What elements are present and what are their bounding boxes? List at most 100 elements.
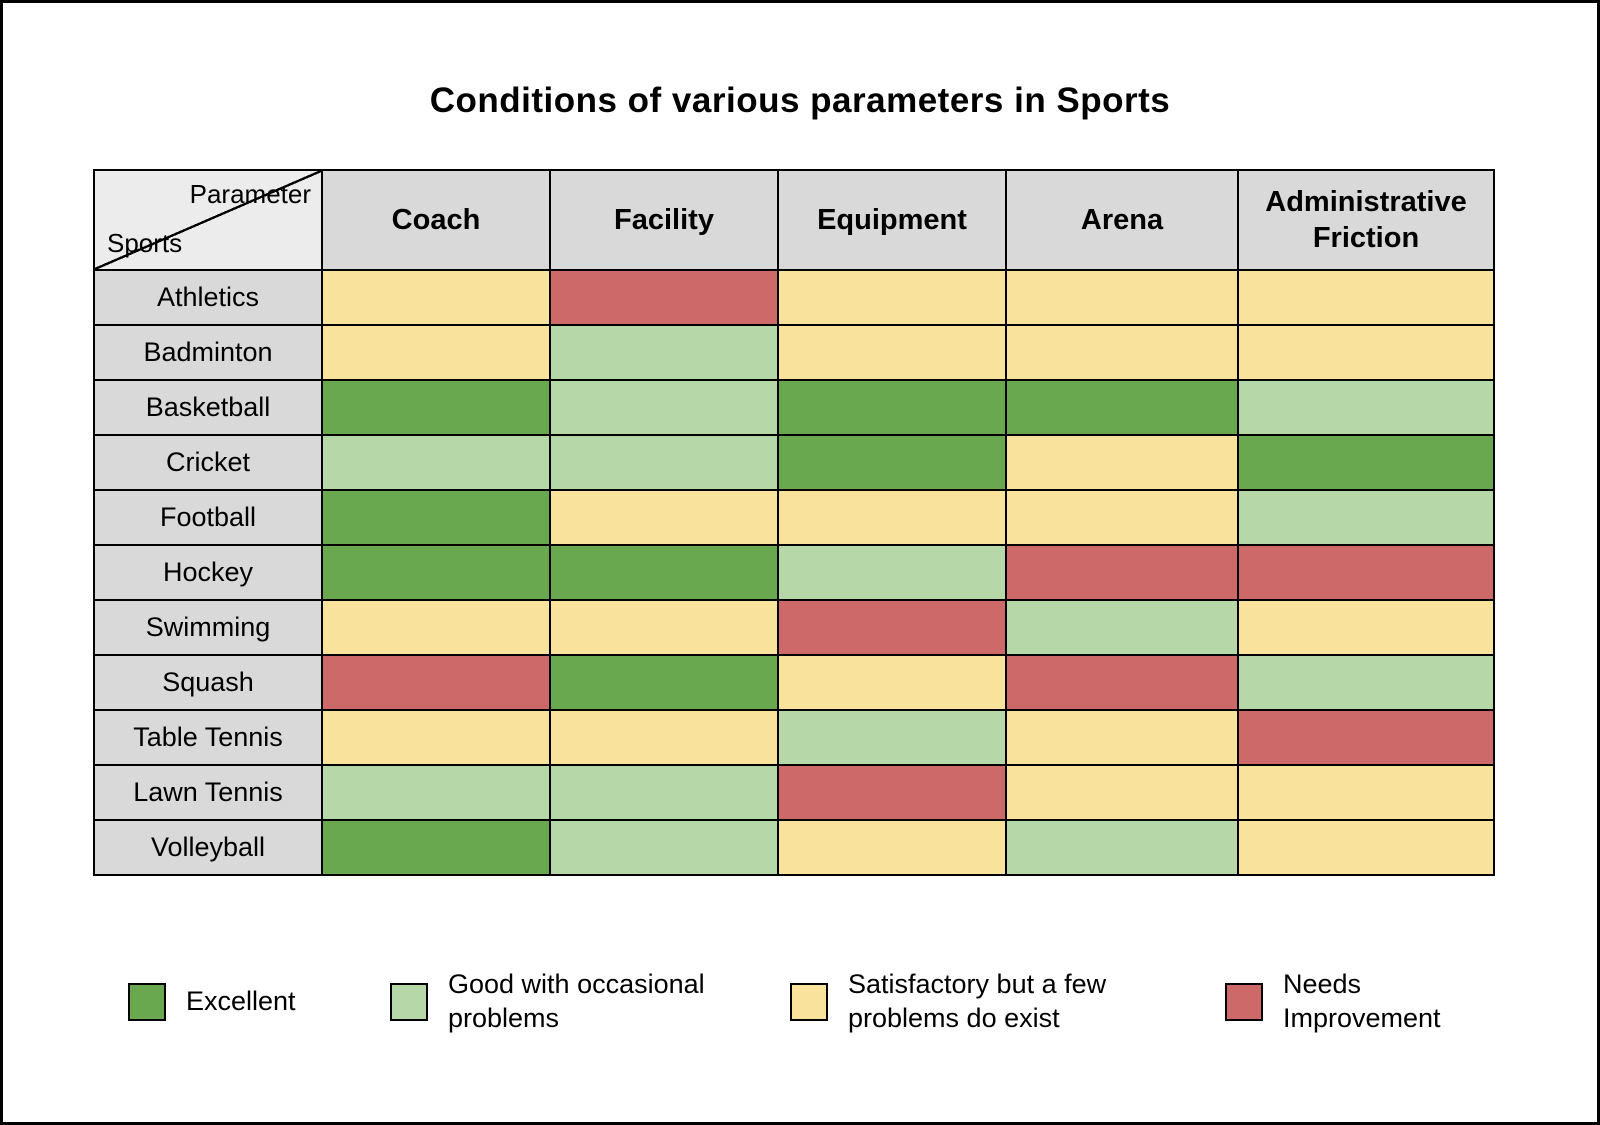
heatmap-cell	[777, 379, 1007, 436]
heatmap-cell	[321, 379, 551, 436]
heatmap-cell	[1005, 324, 1239, 381]
heatmap-cell	[549, 764, 779, 821]
heatmap-cell	[1005, 489, 1239, 546]
heatmap-cell	[1005, 544, 1239, 601]
legend-label: Needs Improvement	[1283, 969, 1441, 1033]
table-header: Parameter Sports Coach Facility Equipment Are…	[93, 169, 1495, 271]
legend-swatch	[790, 982, 828, 1021]
heatmap-cell	[549, 269, 779, 326]
heatmap-cell	[1237, 544, 1495, 601]
sports-axis-label: Sports	[107, 228, 183, 258]
heatmap-cell	[1005, 654, 1239, 711]
heatmap-cell	[321, 819, 551, 876]
heatmap-cell	[321, 269, 551, 326]
heatmap-cell	[1005, 269, 1239, 326]
heatmap-cell	[321, 324, 551, 381]
row-header: Hockey	[93, 544, 323, 601]
heatmap-cell	[777, 764, 1007, 821]
legend: Excellent Good with occasional problems Sa…	[128, 968, 1597, 1036]
heatmap-cell	[321, 489, 551, 546]
heatmap-cell	[777, 709, 1007, 766]
table-row: Lawn Tennis	[93, 764, 1495, 821]
heatmap-table: Parameter Sports Coach Facility Equipment Are…	[93, 169, 1495, 876]
row-header: Swimming	[93, 599, 323, 656]
heatmap-cell	[549, 434, 779, 491]
heatmap-cell	[777, 269, 1007, 326]
heatmap-cell	[549, 324, 779, 381]
row-header: Cricket	[93, 434, 323, 491]
heatmap-cell	[321, 434, 551, 491]
column-header: Coach	[321, 169, 551, 271]
chart-title: Conditions of various parameters in Spor…	[429, 81, 1171, 120]
row-header: Basketball	[93, 379, 323, 436]
table-row: Hockey	[93, 544, 1495, 601]
heatmap-cell	[777, 544, 1007, 601]
heatmap-cell	[777, 324, 1007, 381]
heatmap-cell	[1237, 269, 1495, 326]
legend-item: Good with occasional problems	[390, 968, 790, 1036]
column-header: Administrative Friction	[1237, 169, 1495, 271]
heatmap-cell	[321, 599, 551, 656]
heatmap-cell	[1237, 709, 1495, 766]
heatmap-cell	[1237, 819, 1495, 876]
heatmap-cell	[777, 599, 1007, 656]
corner-cell: Parameter Sports	[93, 169, 323, 271]
heatmap-cell	[1005, 379, 1239, 436]
heatmap-cell	[1237, 764, 1495, 821]
heatmap-cell	[1005, 819, 1239, 876]
row-header: Badminton	[93, 324, 323, 381]
table-row: Cricket	[93, 434, 1495, 491]
column-header: Equipment	[777, 169, 1007, 271]
legend-label: Excellent	[186, 985, 296, 1016]
legend-label: Good with occasional problems	[448, 969, 705, 1033]
heatmap-cell	[1005, 599, 1239, 656]
heatmap-cell	[549, 654, 779, 711]
heatmap-cell	[1237, 379, 1495, 436]
heatmap-cell	[777, 819, 1007, 876]
legend-item: Excellent	[128, 982, 390, 1021]
heatmap-cell	[777, 489, 1007, 546]
column-header: Facility	[549, 169, 779, 271]
heatmap-cell	[321, 709, 551, 766]
heatmap-cell	[549, 599, 779, 656]
heatmap-cell	[1237, 599, 1495, 656]
row-header: Lawn Tennis	[93, 764, 323, 821]
row-header: Table Tennis	[93, 709, 323, 766]
table-row: Squash	[93, 654, 1495, 711]
heatmap-cell	[321, 544, 551, 601]
column-header: Arena	[1005, 169, 1239, 271]
legend-label: Satisfactory but a few problems do exist	[848, 969, 1107, 1033]
heatmap-cell	[549, 489, 779, 546]
table-row: Badminton	[93, 324, 1495, 381]
heatmap-cell	[777, 654, 1007, 711]
row-header: Football	[93, 489, 323, 546]
legend-swatch	[1225, 982, 1263, 1021]
heatmap-cell	[1237, 654, 1495, 711]
heatmap-cell	[321, 764, 551, 821]
table-row: Basketball	[93, 379, 1495, 436]
heatmap-cell	[1005, 709, 1239, 766]
heatmap-cell	[1237, 324, 1495, 381]
row-header: Athletics	[93, 269, 323, 326]
legend-swatch	[390, 982, 428, 1021]
table-body: Athletics Badminton Basketball Cricket Footb…	[93, 269, 1495, 876]
legend-swatch	[128, 982, 166, 1021]
table-row: Athletics	[93, 269, 1495, 326]
table-row: Table Tennis	[93, 709, 1495, 766]
table-row: Football	[93, 489, 1495, 546]
heatmap-cell	[1005, 434, 1239, 491]
row-header: Volleyball	[93, 819, 323, 876]
heatmap-cell	[549, 819, 779, 876]
header-row: Parameter Sports Coach Facility Equipment Are…	[93, 169, 1495, 271]
parameter-axis-label: Parameter	[189, 179, 311, 209]
heatmap-cell	[777, 434, 1007, 491]
table-row: Swimming	[93, 599, 1495, 656]
heatmap-cell	[1237, 489, 1495, 546]
legend-item: Satisfactory but a few problems do exist	[790, 968, 1225, 1036]
heatmap-cell	[1237, 434, 1495, 491]
row-header: Squash	[93, 654, 323, 711]
legend-item: Needs Improvement	[1225, 968, 1597, 1036]
heatmap-cell	[549, 709, 779, 766]
heatmap-cell	[321, 654, 551, 711]
